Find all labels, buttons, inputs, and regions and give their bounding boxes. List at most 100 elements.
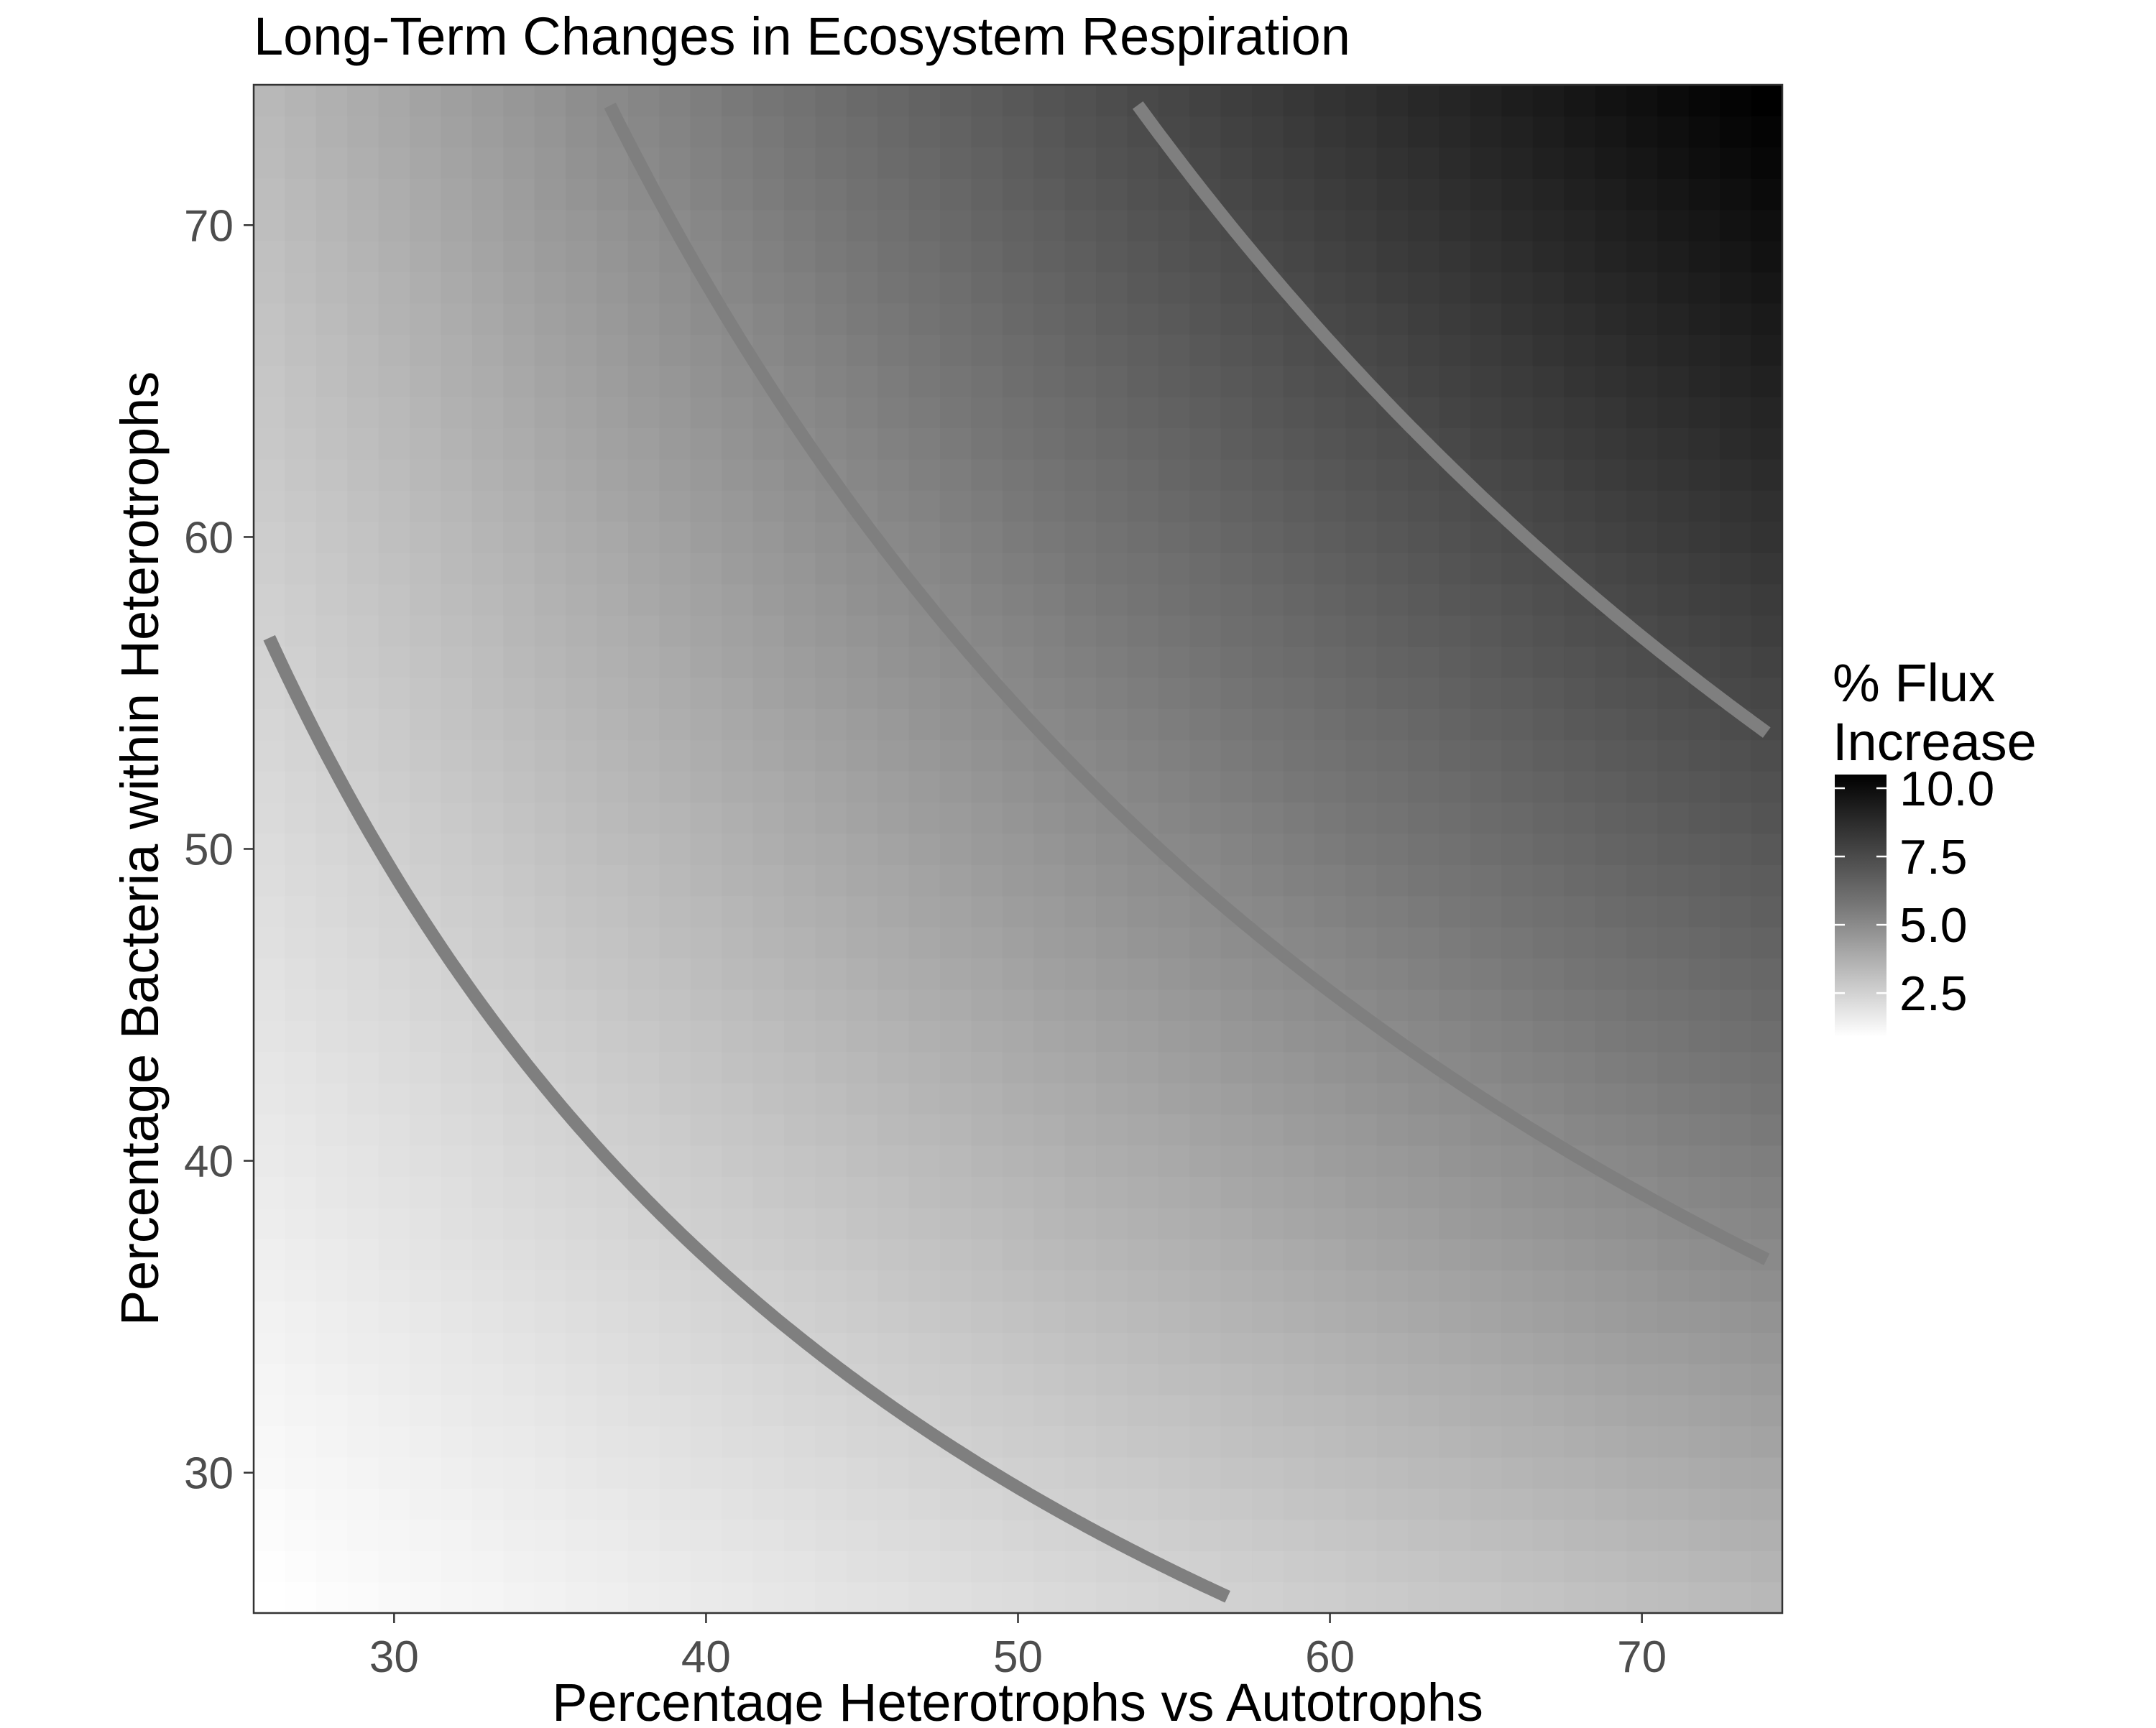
heatmap-cell: [471, 334, 504, 366]
heatmap-cell: [1564, 397, 1596, 429]
heatmap-cell: [627, 677, 660, 709]
heatmap-cell: [534, 1020, 566, 1053]
heatmap-cell: [1345, 1051, 1378, 1084]
heatmap-cell: [722, 553, 754, 585]
heatmap-cell: [1127, 1395, 1159, 1427]
heatmap-cell: [503, 989, 535, 1021]
heatmap-cell: [659, 1145, 691, 1177]
heatmap-cell: [1252, 677, 1284, 709]
heatmap-cells: [254, 85, 1782, 1613]
heatmap-cell: [1096, 958, 1128, 990]
heatmap-cell: [1720, 1332, 1752, 1364]
heatmap-cell: [1314, 583, 1346, 616]
heatmap-cell: [254, 334, 286, 366]
heatmap-cell: [722, 241, 754, 273]
heatmap-cell: [971, 428, 1003, 460]
heatmap-cell: [1688, 802, 1720, 834]
heatmap-cell: [846, 1114, 878, 1146]
heatmap-cell: [1720, 1456, 1752, 1489]
heatmap-cell: [1657, 521, 1690, 553]
heatmap-cell: [1127, 1456, 1159, 1489]
heatmap-cell: [783, 521, 816, 553]
heatmap-cell: [1532, 1395, 1565, 1427]
heatmap-cell: [410, 334, 442, 366]
heatmap-cell: [690, 458, 722, 491]
heatmap-cell: [1158, 1581, 1190, 1613]
heatmap-cell: [1720, 958, 1752, 990]
heatmap-cell: [783, 1051, 816, 1084]
heatmap-cell: [1439, 1519, 1471, 1551]
heatmap-cell: [971, 1300, 1003, 1333]
heatmap-cell: [1688, 553, 1720, 585]
heatmap-cell: [285, 1332, 317, 1364]
heatmap-cell: [1501, 1239, 1534, 1271]
heatmap-cell: [1657, 802, 1690, 834]
heatmap-cell: [1314, 1176, 1346, 1209]
heatmap-cell: [971, 1332, 1003, 1364]
heatmap-cell: [1158, 1114, 1190, 1146]
heatmap-cell: [908, 1551, 941, 1583]
heatmap-cell: [1408, 802, 1440, 834]
heatmap-cell: [1345, 553, 1378, 585]
heatmap-cell: [1532, 1332, 1565, 1364]
heatmap-cell: [752, 1395, 785, 1427]
heatmap-cell: [1595, 1270, 1627, 1302]
heatmap-cell: [815, 1083, 847, 1115]
heatmap-cell: [410, 1519, 442, 1551]
heatmap-cell: [1751, 1456, 1782, 1489]
heatmap-cell: [1283, 1519, 1315, 1551]
heatmap-cell: [1376, 958, 1409, 990]
heatmap-cell: [815, 1176, 847, 1209]
heatmap-cell: [254, 1426, 286, 1458]
heatmap-cell: [1688, 739, 1720, 772]
heatmap-cell: [347, 1426, 379, 1458]
heatmap-cell: [378, 739, 410, 772]
heatmap-cell: [471, 521, 504, 553]
heatmap-cell: [971, 833, 1003, 865]
heatmap-cell: [534, 365, 566, 397]
heatmap-cell: [378, 116, 410, 148]
heatmap-cell: [1626, 302, 1658, 335]
heatmap-cell: [1626, 272, 1658, 304]
heatmap-cell: [1096, 1488, 1128, 1520]
heatmap-cell: [971, 458, 1003, 491]
heatmap-cell: [659, 802, 691, 834]
heatmap-cell: [1220, 583, 1253, 616]
heatmap-cell: [939, 1114, 972, 1146]
heatmap-cell: [752, 521, 785, 553]
heatmap-cell: [690, 1051, 722, 1084]
heatmap-cell: [846, 989, 878, 1021]
heatmap-cell: [1376, 428, 1409, 460]
heatmap-cell: [1345, 802, 1378, 834]
heatmap-cell: [1314, 1145, 1346, 1177]
heatmap-cell: [347, 646, 379, 678]
heatmap-cell: [690, 1488, 722, 1520]
heatmap-cell: [1408, 895, 1440, 928]
heatmap-cell: [846, 1020, 878, 1053]
heatmap-cell: [441, 770, 473, 803]
heatmap-cell: [722, 708, 754, 741]
heatmap-cell: [534, 458, 566, 491]
heatmap-cell: [1283, 1176, 1315, 1209]
heatmap-cell: [410, 708, 442, 741]
heatmap-cell: [1127, 677, 1159, 709]
heatmap-cell: [1720, 302, 1752, 335]
heatmap-cell: [441, 553, 473, 585]
heatmap-cell: [1751, 272, 1782, 304]
heatmap-cell: [877, 272, 910, 304]
heatmap-cell: [1657, 677, 1690, 709]
heatmap-cell: [939, 553, 972, 585]
heatmap-cell: [566, 1239, 598, 1271]
heatmap-cell: [566, 1519, 598, 1551]
heatmap-cell: [1626, 1426, 1658, 1458]
heatmap-cell: [1564, 1176, 1596, 1209]
heatmap-cell: [1252, 583, 1284, 616]
heatmap-cell: [1283, 116, 1315, 148]
heatmap-cell: [1345, 241, 1378, 273]
heatmap-cell: [1064, 1426, 1097, 1458]
heatmap-cell: [1595, 739, 1627, 772]
heatmap-cell: [441, 1426, 473, 1458]
heatmap-cell: [1189, 1207, 1222, 1239]
heatmap-cell: [690, 864, 722, 897]
heatmap-cell: [1688, 989, 1720, 1021]
